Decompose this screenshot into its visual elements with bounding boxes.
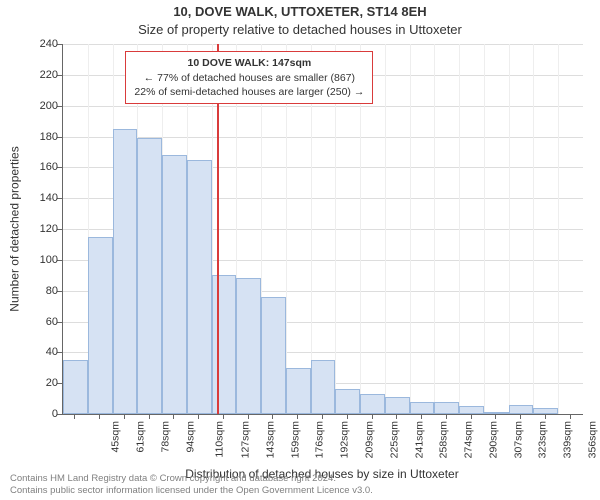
xtick-label: 45sqm (110, 421, 122, 453)
ytick-label: 240 (10, 38, 58, 50)
xtick-mark (421, 414, 422, 419)
histogram-bar (63, 360, 88, 414)
histogram-bar (434, 402, 459, 414)
ytick-label: 120 (10, 223, 58, 235)
xtick-mark (248, 414, 249, 419)
histogram-bar (533, 408, 558, 414)
chart-title-desc: Size of property relative to detached ho… (0, 22, 600, 37)
chart-title-address: 10, DOVE WALK, UTTOXETER, ST14 8EH (0, 4, 600, 19)
xtick-label: 339sqm (561, 421, 573, 458)
callout-line2: ← 77% of detached houses are smaller (86… (134, 71, 364, 85)
xtick-label: 241sqm (413, 421, 425, 458)
xtick-label: 192sqm (339, 421, 351, 458)
xtick-mark (495, 414, 496, 419)
gridline-v (385, 44, 386, 414)
gridline-v (558, 44, 559, 414)
ytick-label: 40 (10, 346, 58, 358)
histogram-bar (410, 402, 435, 414)
xtick-mark (223, 414, 224, 419)
ytick-label: 60 (10, 316, 58, 328)
callout-box: 10 DOVE WALK: 147sqm← 77% of detached ho… (125, 51, 373, 104)
xtick-label: 225sqm (388, 421, 400, 458)
ytick-label: 200 (10, 100, 58, 112)
histogram-bar (311, 360, 336, 414)
xtick-label: 323sqm (537, 421, 549, 458)
histogram-bar (162, 155, 187, 414)
ytick-label: 160 (10, 161, 58, 173)
xtick-mark (570, 414, 571, 419)
xtick-mark (545, 414, 546, 419)
ytick-label: 20 (10, 377, 58, 389)
xtick-label: 94sqm (184, 421, 196, 453)
xtick-mark (198, 414, 199, 419)
gridline-v (509, 44, 510, 414)
gridline-h (63, 106, 583, 107)
gridline-v (484, 44, 485, 414)
xtick-mark (272, 414, 273, 419)
ytick-label: 80 (10, 285, 58, 297)
xtick-mark (520, 414, 521, 419)
xtick-label: 78sqm (159, 421, 171, 453)
ytick-label: 100 (10, 254, 58, 266)
xtick-label: 127sqm (240, 421, 252, 458)
xtick-label: 290sqm (487, 421, 499, 458)
xtick-mark (471, 414, 472, 419)
xtick-label: 307sqm (512, 421, 524, 458)
histogram-bar (88, 237, 113, 414)
histogram-bar (360, 394, 385, 414)
xtick-mark (396, 414, 397, 419)
xtick-mark (322, 414, 323, 419)
ytick-label: 220 (10, 69, 58, 81)
gridline-v (410, 44, 411, 414)
xtick-mark (99, 414, 100, 419)
xtick-label: 61sqm (135, 421, 147, 453)
gridline-h (63, 44, 583, 45)
histogram-bar (261, 297, 286, 414)
xtick-mark (347, 414, 348, 419)
xtick-label: 258sqm (438, 421, 450, 458)
histogram-bar (113, 129, 138, 414)
xtick-label: 209sqm (363, 421, 375, 458)
xtick-label: 159sqm (289, 421, 301, 458)
xtick-label: 356sqm (586, 421, 598, 458)
xtick-label: 176sqm (314, 421, 326, 458)
xtick-mark (297, 414, 298, 419)
callout-line3: 22% of semi-detached houses are larger (… (134, 85, 364, 99)
footer-line2: Contains public sector information licen… (10, 485, 590, 496)
histogram-bar (335, 389, 360, 414)
ytick-label: 180 (10, 131, 58, 143)
gridline-v (459, 44, 460, 414)
footer-line1: Contains HM Land Registry data © Crown c… (10, 473, 590, 484)
xtick-mark (149, 414, 150, 419)
footer-copyright: Contains HM Land Registry data © Crown c… (10, 473, 590, 496)
xtick-label: 143sqm (264, 421, 276, 458)
histogram-bar (286, 368, 311, 414)
histogram-bar (459, 406, 484, 414)
plot-inner: 10 DOVE WALK: 147sqm← 77% of detached ho… (63, 44, 583, 414)
callout-line1: 10 DOVE WALK: 147sqm (134, 56, 364, 70)
ytick-label: 140 (10, 192, 58, 204)
histogram-bar (212, 275, 237, 414)
xtick-mark (124, 414, 125, 419)
gridline-v (533, 44, 534, 414)
xtick-mark (74, 414, 75, 419)
gridline-v (434, 44, 435, 414)
xtick-label: 110sqm (214, 421, 226, 458)
chart-container: { "title_line1": "10, DOVE WALK, UTTOXET… (0, 0, 600, 500)
xtick-mark (173, 414, 174, 419)
xtick-mark (446, 414, 447, 419)
histogram-bar (236, 278, 261, 414)
xtick-mark (372, 414, 373, 419)
xtick-label: 274sqm (462, 421, 474, 458)
histogram-bar (509, 405, 534, 414)
histogram-bar (385, 397, 410, 414)
ytick-label: 0 (10, 408, 58, 420)
histogram-bar (187, 160, 212, 414)
plot-area: 10 DOVE WALK: 147sqm← 77% of detached ho… (62, 44, 583, 415)
histogram-bar (137, 138, 162, 414)
